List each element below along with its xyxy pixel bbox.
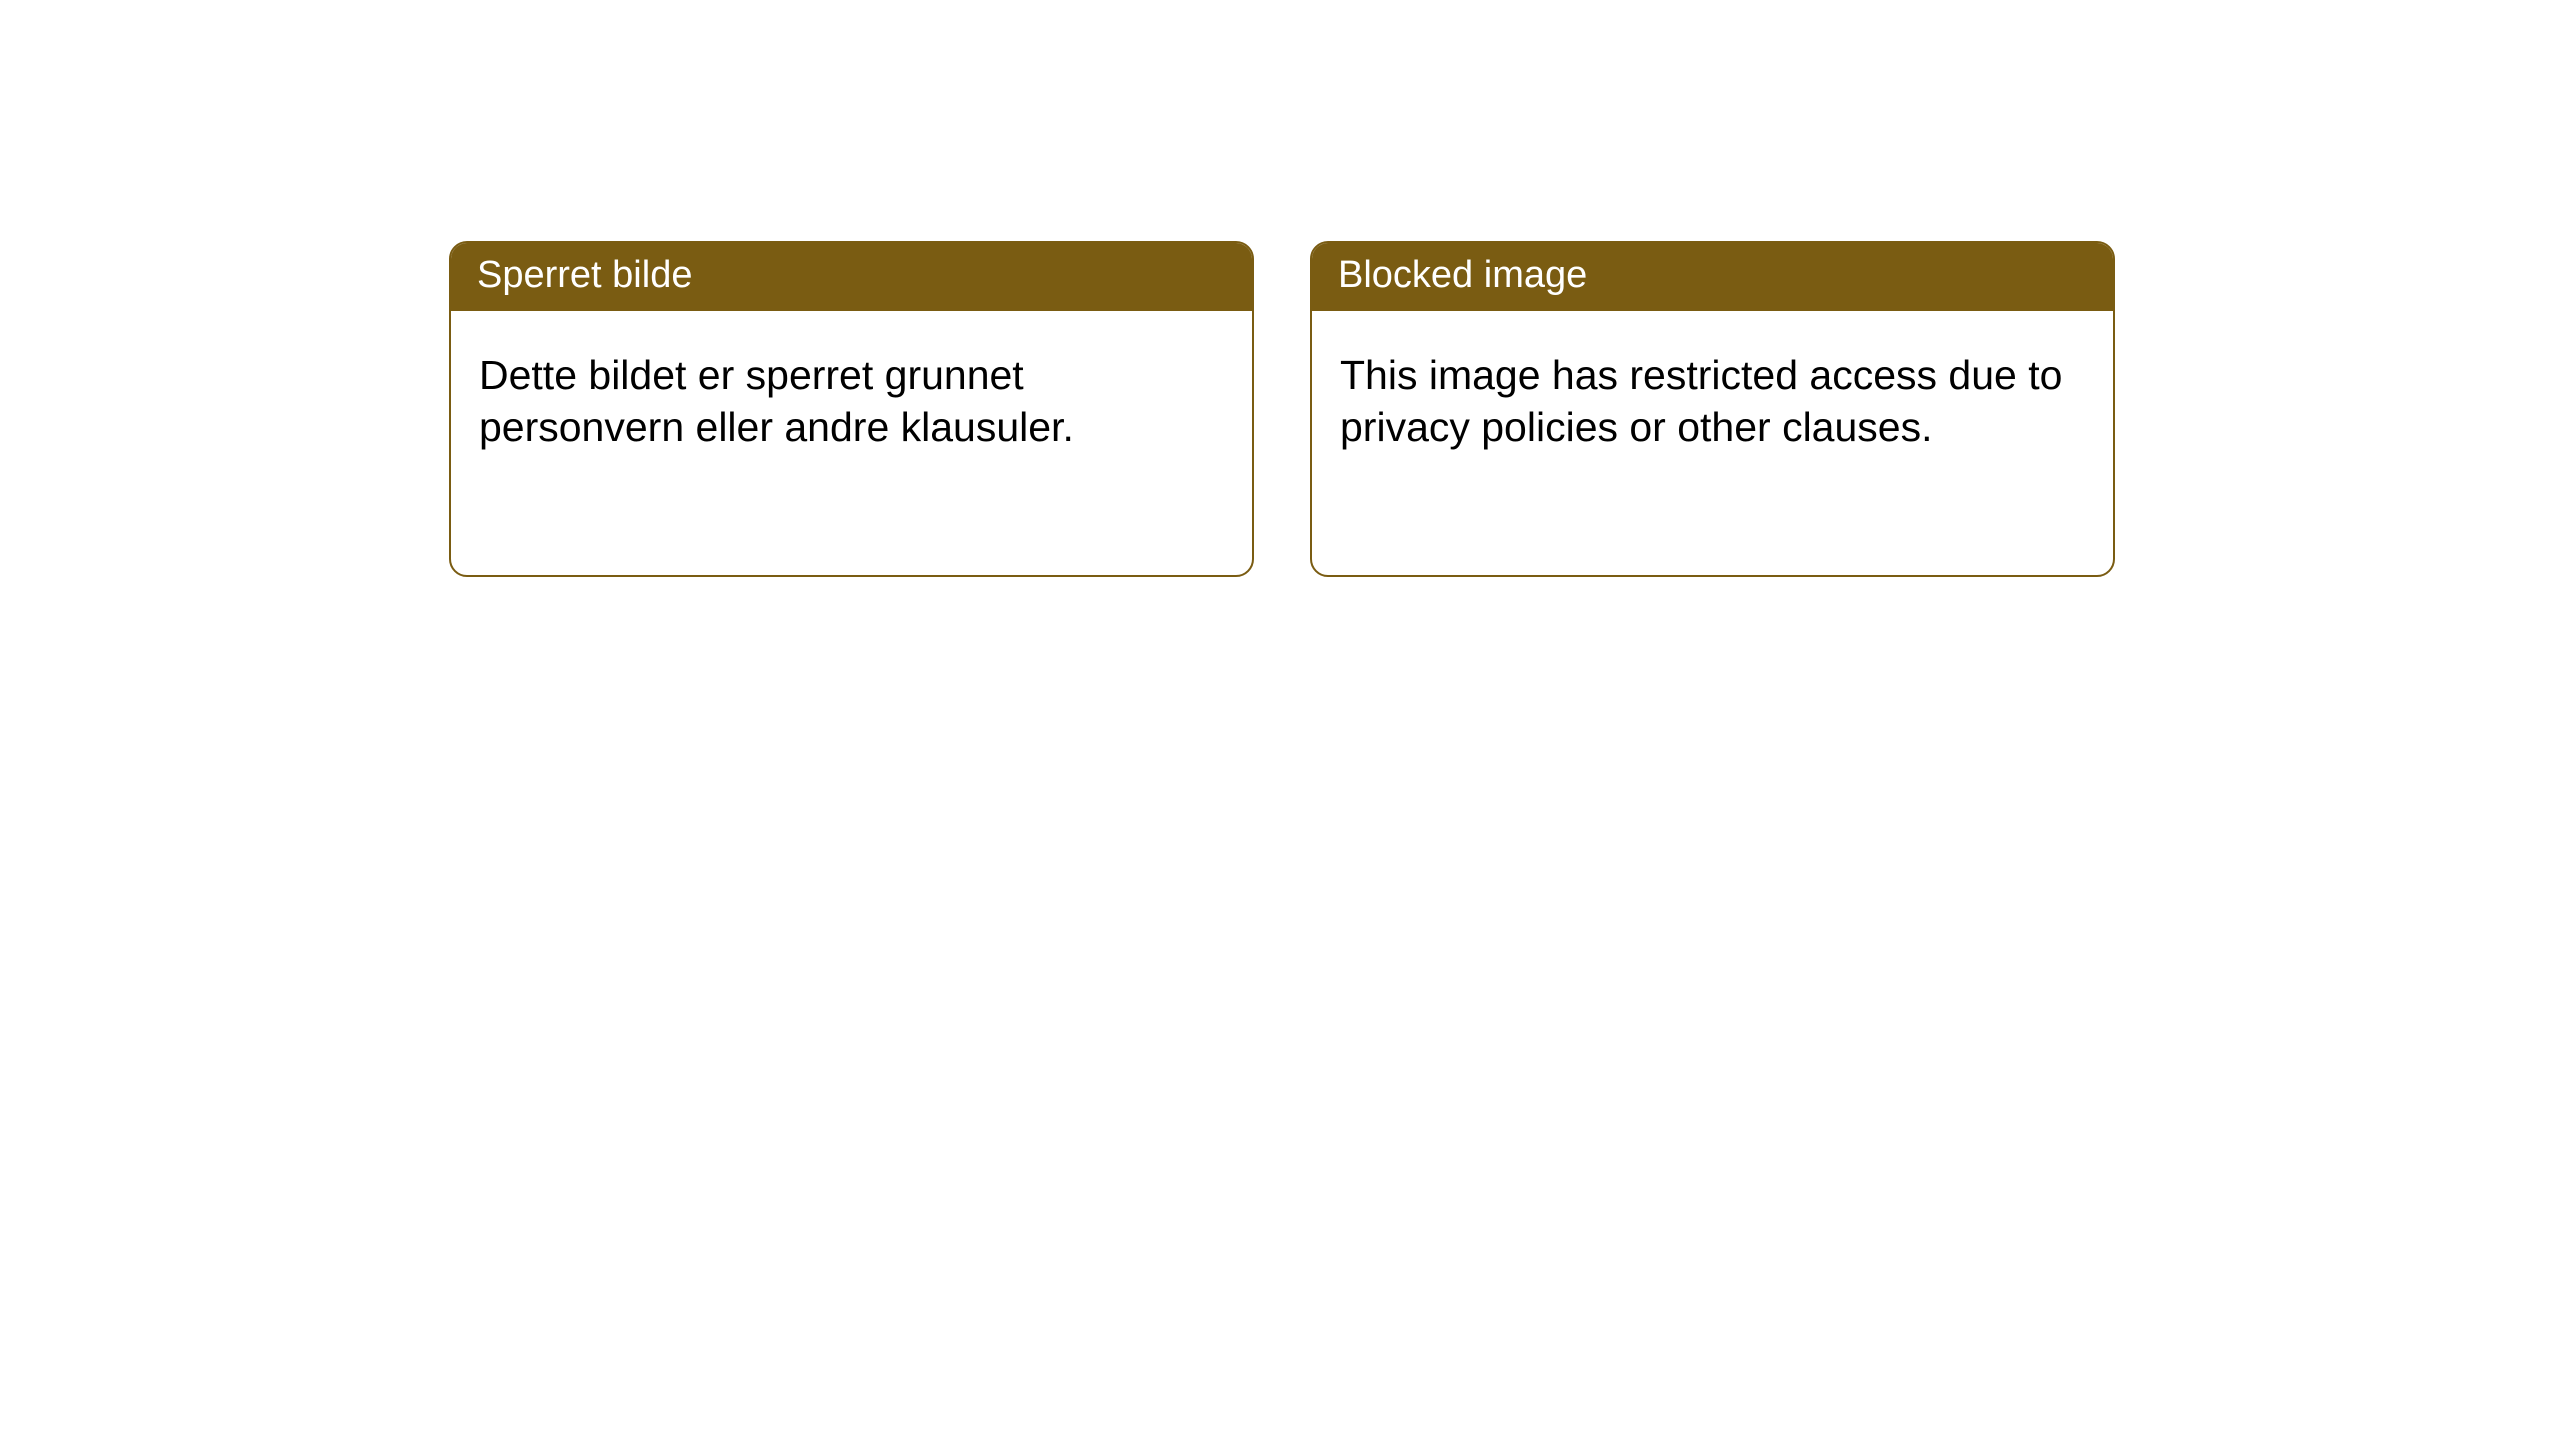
notice-card-english: Blocked image This image has restricted … xyxy=(1310,241,2115,577)
notice-container: Sperret bilde Dette bildet er sperret gr… xyxy=(0,0,2560,577)
notice-title-english: Blocked image xyxy=(1312,243,2113,311)
notice-card-norwegian: Sperret bilde Dette bildet er sperret gr… xyxy=(449,241,1254,577)
notice-title-norwegian: Sperret bilde xyxy=(451,243,1252,311)
notice-body-norwegian: Dette bildet er sperret grunnet personve… xyxy=(451,311,1252,492)
notice-body-english: This image has restricted access due to … xyxy=(1312,311,2113,492)
